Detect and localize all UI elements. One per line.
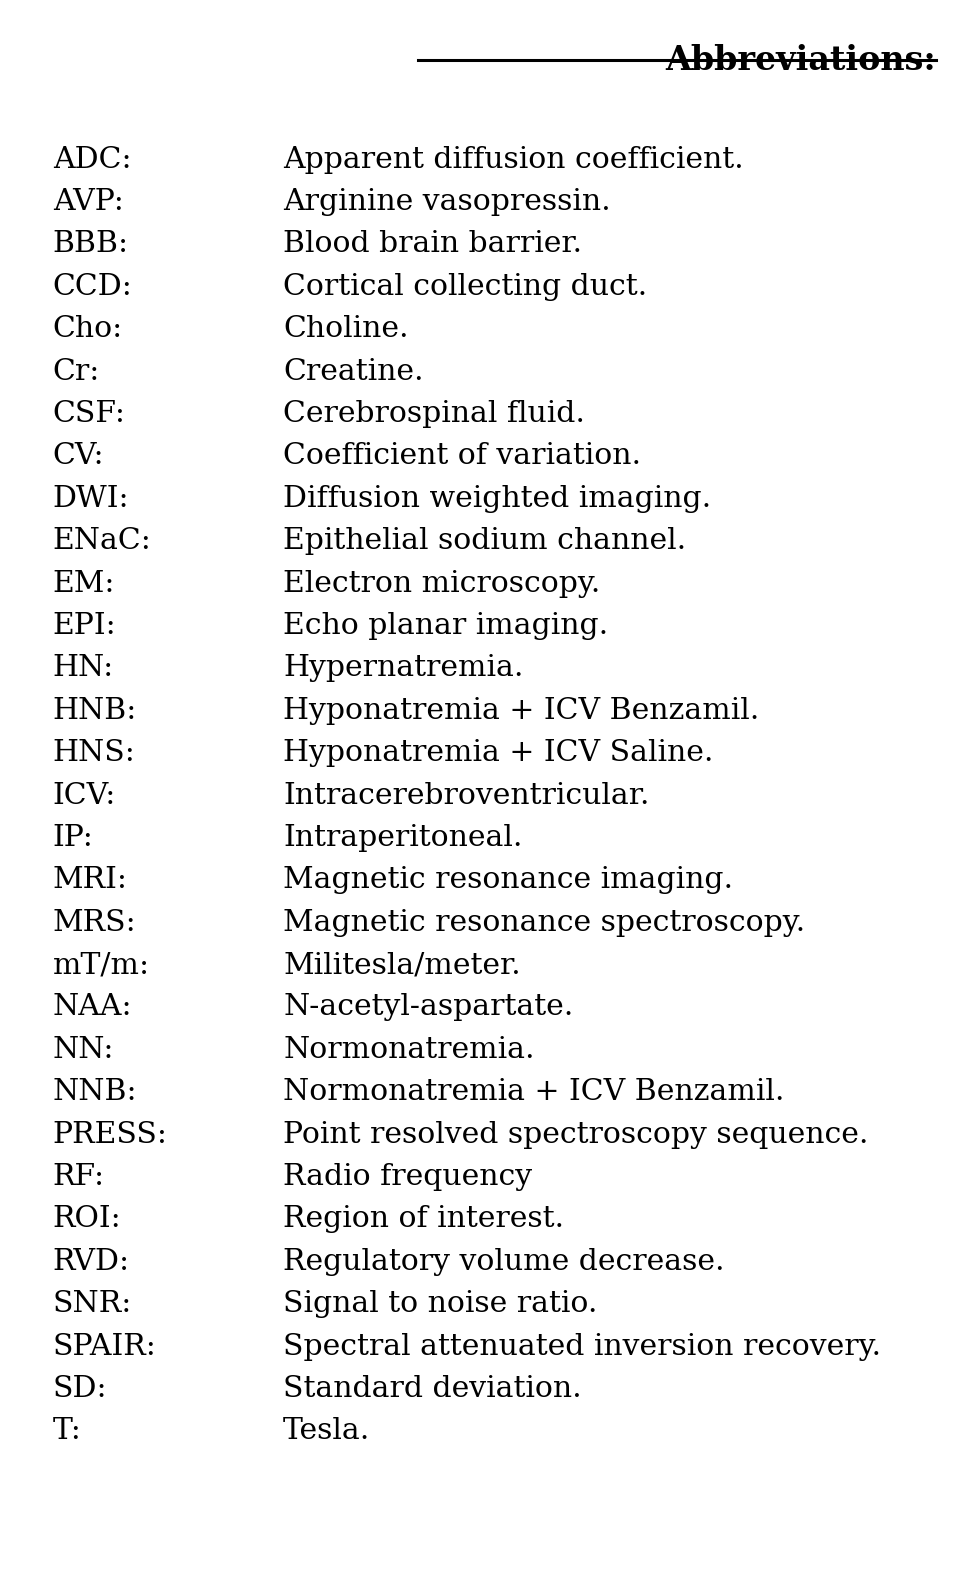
Text: HN:: HN: [53,655,114,682]
Text: ENaC:: ENaC: [53,527,152,555]
Text: N-acetyl-aspartate.: N-acetyl-aspartate. [283,993,573,1022]
Text: Cortical collecting duct.: Cortical collecting duct. [283,272,647,301]
Text: Cerebrospinal fluid.: Cerebrospinal fluid. [283,400,585,427]
Text: Magnetic resonance spectroscopy.: Magnetic resonance spectroscopy. [283,908,805,937]
Text: Diffusion weighted imaging.: Diffusion weighted imaging. [283,484,711,513]
Text: CV:: CV: [53,443,105,470]
Text: CSF:: CSF: [53,400,126,427]
Text: SNR:: SNR: [53,1291,132,1318]
Text: ROI:: ROI: [53,1205,122,1234]
Text: Epithelial sodium channel.: Epithelial sodium channel. [283,527,686,555]
Text: Radio frequency: Radio frequency [283,1163,533,1191]
Text: Tesla.: Tesla. [283,1417,371,1446]
Text: T:: T: [53,1417,82,1446]
Text: Region of interest.: Region of interest. [283,1205,564,1234]
Text: Creatine.: Creatine. [283,358,423,386]
Text: BBB:: BBB: [53,231,129,258]
Text: Normonatremia.: Normonatremia. [283,1036,535,1063]
Text: NAA:: NAA: [53,993,132,1022]
Text: HNS:: HNS: [53,739,135,767]
Text: PRESS:: PRESS: [53,1120,168,1149]
Text: MRI:: MRI: [53,867,128,894]
Text: ADC:: ADC: [53,146,132,174]
Text: RVD:: RVD: [53,1248,130,1275]
Text: RF:: RF: [53,1163,105,1191]
Text: Choline.: Choline. [283,315,409,343]
Text: AVP:: AVP: [53,188,124,215]
Text: Standard deviation.: Standard deviation. [283,1375,582,1403]
Text: Spectral attenuated inversion recovery.: Spectral attenuated inversion recovery. [283,1332,881,1361]
Text: Cho:: Cho: [53,315,123,343]
Text: Echo planar imaging.: Echo planar imaging. [283,612,609,639]
Text: DWI:: DWI: [53,484,130,513]
Text: Point resolved spectroscopy sequence.: Point resolved spectroscopy sequence. [283,1120,869,1149]
Text: MRS:: MRS: [53,908,136,937]
Text: NNB:: NNB: [53,1079,137,1106]
Text: Intraperitoneal.: Intraperitoneal. [283,824,522,851]
Text: Electron microscopy.: Electron microscopy. [283,570,600,598]
Text: Hypernatremia.: Hypernatremia. [283,655,523,682]
Text: ICV:: ICV: [53,782,116,810]
Text: Militesla/meter.: Militesla/meter. [283,951,521,979]
Text: HNB:: HNB: [53,696,137,725]
Text: mT/m:: mT/m: [53,951,150,979]
Text: SD:: SD: [53,1375,108,1403]
Text: Intracerebroventricular.: Intracerebroventricular. [283,782,650,810]
Text: Cr:: Cr: [53,358,100,386]
Text: IP:: IP: [53,824,94,851]
Text: Abbreviations:: Abbreviations: [665,44,936,78]
Text: EPI:: EPI: [53,612,116,639]
Text: Apparent diffusion coefficient.: Apparent diffusion coefficient. [283,146,744,174]
Text: Hyponatremia + ICV Saline.: Hyponatremia + ICV Saline. [283,739,713,767]
Text: SPAIR:: SPAIR: [53,1332,156,1361]
Text: Hyponatremia + ICV Benzamil.: Hyponatremia + ICV Benzamil. [283,696,759,725]
Text: Coefficient of variation.: Coefficient of variation. [283,443,641,470]
Text: Regulatory volume decrease.: Regulatory volume decrease. [283,1248,725,1275]
Text: Blood brain barrier.: Blood brain barrier. [283,231,582,258]
Text: NN:: NN: [53,1036,114,1063]
Text: Normonatremia + ICV Benzamil.: Normonatremia + ICV Benzamil. [283,1079,784,1106]
Text: Arginine vasopressin.: Arginine vasopressin. [283,188,611,215]
Text: Signal to noise ratio.: Signal to noise ratio. [283,1291,597,1318]
Text: EM:: EM: [53,570,115,598]
Text: CCD:: CCD: [53,272,132,301]
Text: Magnetic resonance imaging.: Magnetic resonance imaging. [283,867,733,894]
